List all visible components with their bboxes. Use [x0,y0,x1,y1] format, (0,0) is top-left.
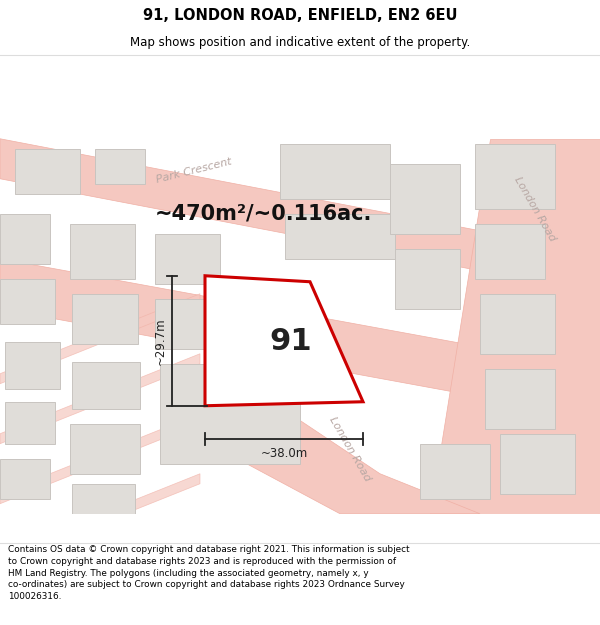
Polygon shape [420,444,490,499]
Polygon shape [72,484,135,514]
Text: London Road: London Road [512,175,557,242]
Text: ~29.7m: ~29.7m [154,317,167,364]
Polygon shape [5,342,60,389]
Polygon shape [475,144,555,209]
Text: ~38.0m: ~38.0m [260,448,308,460]
Text: 91, LONDON ROAD, ENFIELD, EN2 6EU: 91, LONDON ROAD, ENFIELD, EN2 6EU [143,8,457,23]
Text: Park Crescent: Park Crescent [230,324,308,353]
Text: London Road: London Road [328,415,373,482]
Polygon shape [0,294,200,384]
Polygon shape [0,354,200,444]
Text: 91: 91 [269,327,312,356]
Polygon shape [280,144,390,199]
Polygon shape [0,279,55,324]
Polygon shape [70,424,140,474]
Polygon shape [430,139,600,514]
Polygon shape [480,294,555,354]
Polygon shape [0,414,200,504]
Polygon shape [485,369,555,429]
Polygon shape [390,164,460,234]
Polygon shape [95,149,145,184]
Polygon shape [205,276,363,406]
Polygon shape [160,364,300,464]
Polygon shape [72,362,140,409]
Polygon shape [155,299,225,349]
Polygon shape [500,434,575,494]
Polygon shape [0,474,200,564]
Polygon shape [285,214,395,259]
Polygon shape [200,394,480,514]
Polygon shape [0,259,600,419]
Polygon shape [70,224,135,279]
Polygon shape [395,249,460,309]
Polygon shape [0,214,50,264]
Polygon shape [0,139,600,294]
Text: Park Crescent: Park Crescent [155,156,233,185]
Polygon shape [15,149,80,194]
Polygon shape [475,224,545,279]
Text: ~470m²/~0.116ac.: ~470m²/~0.116ac. [155,204,373,224]
Text: Contains OS data © Crown copyright and database right 2021. This information is : Contains OS data © Crown copyright and d… [8,545,409,601]
Text: Map shows position and indicative extent of the property.: Map shows position and indicative extent… [130,36,470,49]
Polygon shape [155,234,220,284]
Polygon shape [0,459,50,499]
Polygon shape [5,402,55,444]
Polygon shape [0,534,200,624]
Polygon shape [72,294,138,344]
